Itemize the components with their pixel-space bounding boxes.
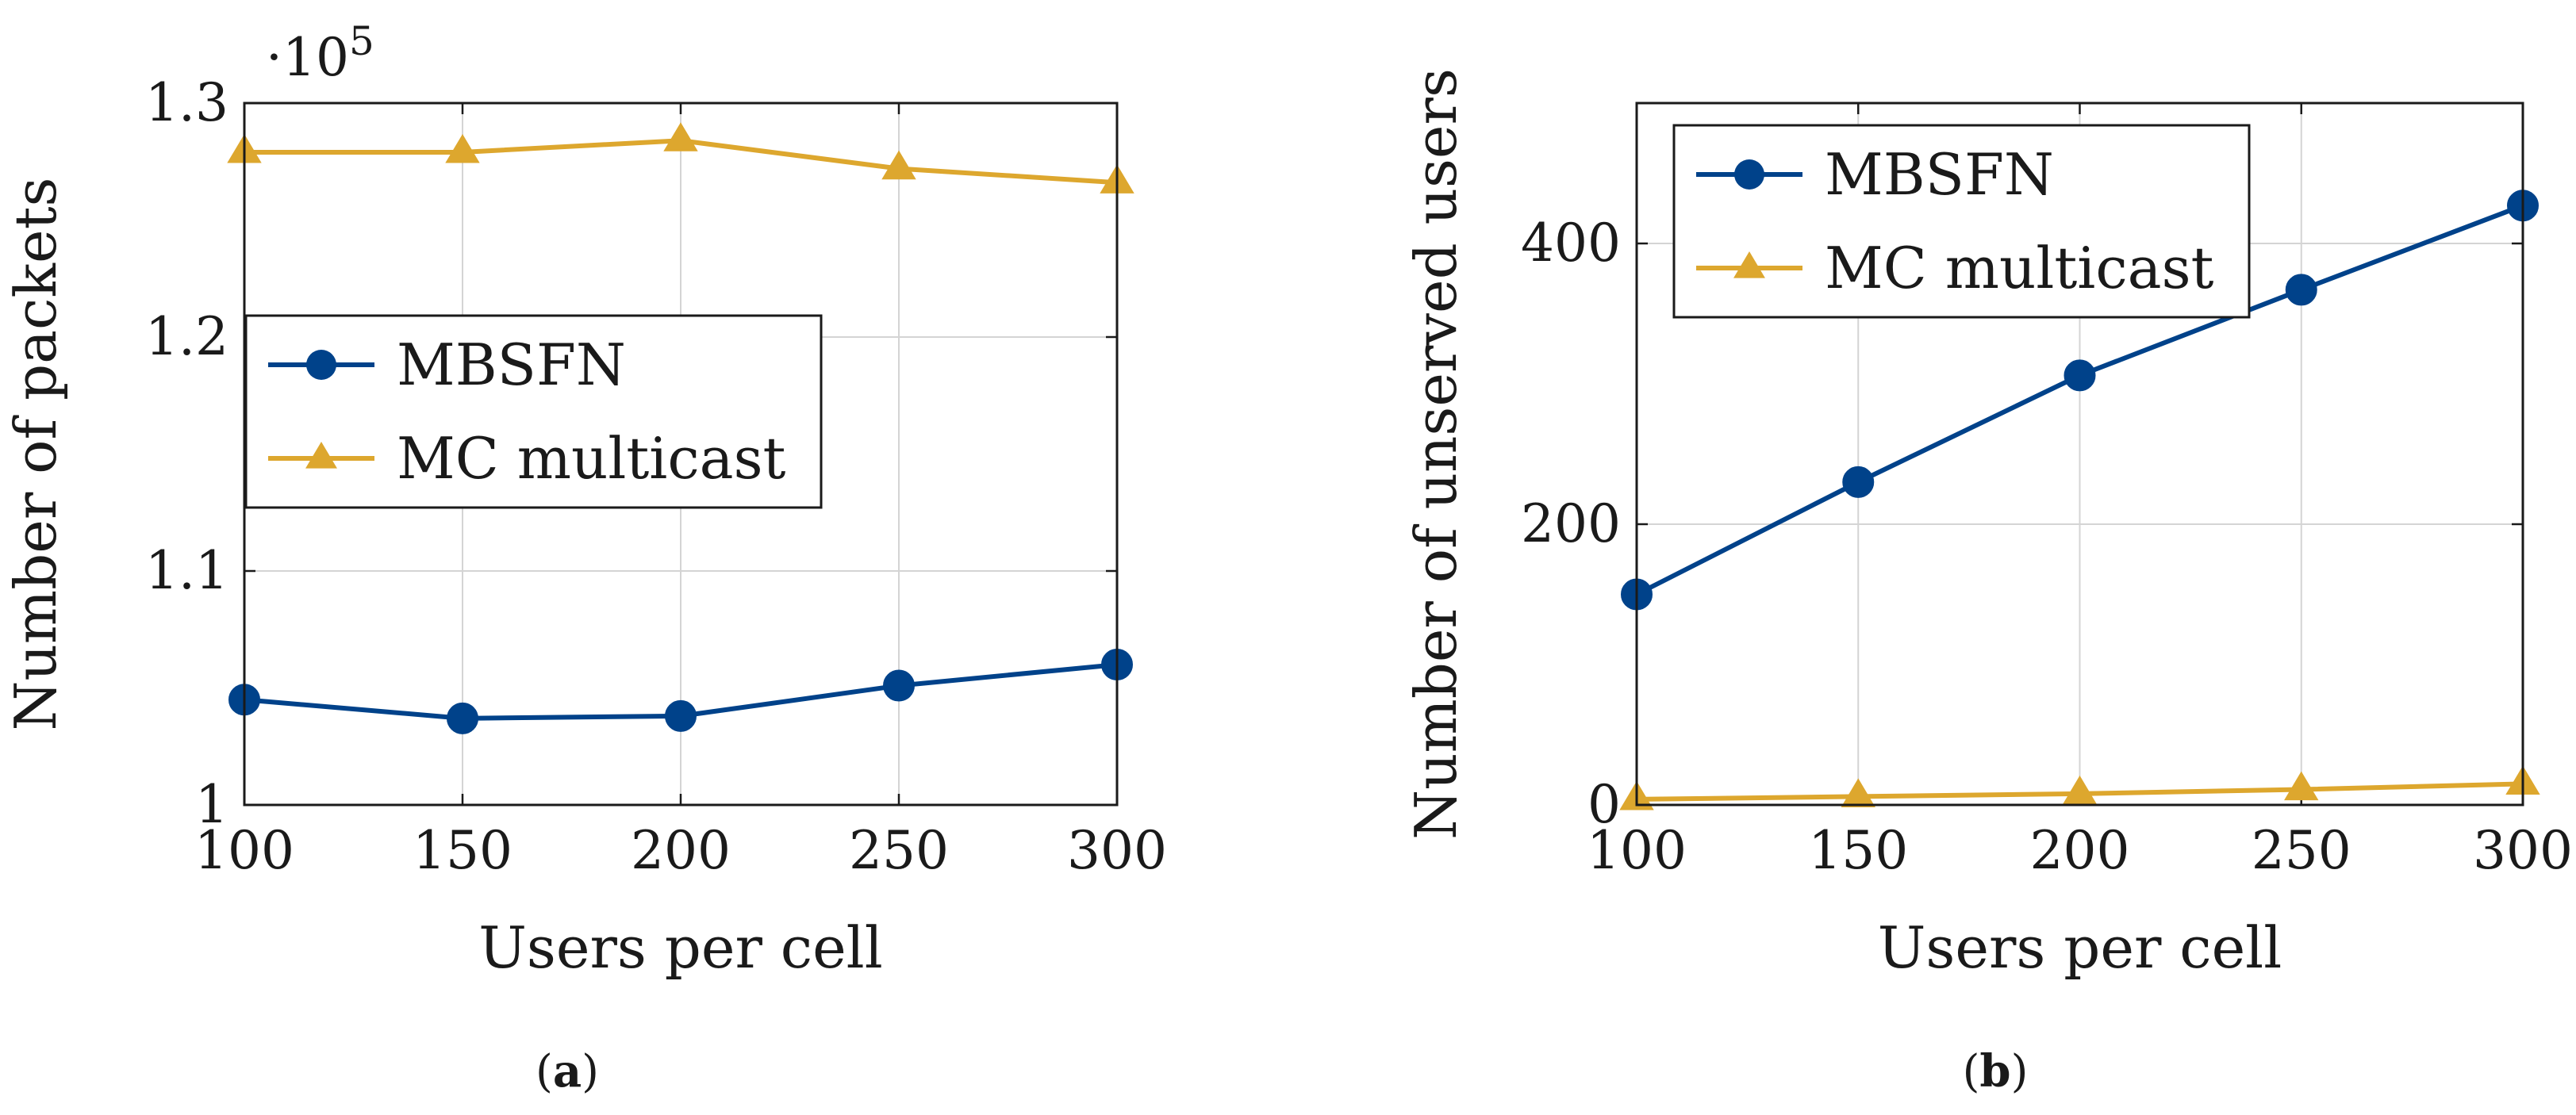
- y-tick-label: 400: [1521, 213, 1621, 274]
- x-tick-label: 100: [1587, 820, 1687, 881]
- data-point-mc-multicast: [2284, 771, 2319, 801]
- x-tick-label: 150: [1808, 820, 1908, 881]
- x-axis-label: Users per cell: [1878, 914, 2282, 981]
- caption-open-paren: (: [1963, 1046, 1980, 1098]
- data-point-mbsfn: [883, 669, 915, 702]
- data-point-mbsfn: [1842, 466, 1875, 498]
- legend: MBSFN MC multicast: [1672, 124, 2251, 319]
- legend-box: [244, 314, 823, 509]
- y-axis-multiplier-exponent: 5: [349, 18, 374, 64]
- data-point-mc-multicast: [881, 150, 916, 180]
- legend-marker-triangle: [305, 442, 337, 469]
- caption: (b): [1963, 1045, 2029, 1098]
- legend: MBSFN MC multicast: [244, 314, 823, 509]
- legend-label: MBSFN: [397, 331, 626, 398]
- x-tick-label: 150: [413, 820, 513, 881]
- caption-letter: b: [1979, 1045, 2010, 1098]
- chart-b: 100 150 200 250 300 0 200 400 Users per cell Numb…: [1403, 68, 2573, 1098]
- x-tick-label: 100: [194, 820, 294, 881]
- y-tick-label: 1.2: [145, 306, 228, 367]
- data-point-mbsfn: [447, 702, 478, 734]
- legend-marker-circle: [306, 350, 336, 380]
- caption-close-paren: ): [2011, 1046, 2029, 1098]
- plot-frame: [1635, 102, 2524, 807]
- x-tick-label: 200: [2030, 820, 2130, 881]
- y-axis-label: Number of unserved users: [1403, 68, 1469, 840]
- y-tick-label: 1: [195, 774, 228, 835]
- y-axis-multiplier: ·105: [266, 18, 374, 88]
- legend-label: MBSFN: [1825, 141, 2054, 208]
- x-tick-label: 300: [1067, 820, 1167, 881]
- x-axis-label: Users per cell: [478, 914, 882, 981]
- y-tick-label: 200: [1521, 493, 1621, 554]
- y-tick-label: 0: [1587, 774, 1621, 835]
- x-tick-label: 200: [631, 820, 731, 881]
- caption: (a): [536, 1045, 599, 1098]
- chart-a: 100 150 200 250 300 1 1.1 1.2 1.3 ·105 Users per c…: [2, 18, 1167, 1098]
- y-axis-label: Number of packets: [2, 178, 69, 731]
- data-point-mc-multicast: [445, 133, 480, 163]
- caption-open-paren: (: [536, 1046, 553, 1098]
- legend-label: MC multicast: [1825, 235, 2214, 301]
- caption-close-paren: ): [582, 1046, 599, 1098]
- y-tick-label: 1.3: [145, 72, 228, 133]
- data-point-mbsfn: [2063, 359, 2096, 392]
- x-tick-label: 250: [849, 820, 949, 881]
- legend-label: MC multicast: [397, 425, 786, 492]
- data-point-mbsfn: [2285, 274, 2317, 306]
- legend-box: [1672, 124, 2251, 319]
- x-tick-label: 300: [2473, 820, 2573, 881]
- y-tick-label: 1.1: [145, 540, 228, 601]
- data-point-mc-multicast: [663, 122, 698, 151]
- legend-marker-triangle: [1733, 251, 1765, 278]
- caption-letter: a: [553, 1045, 582, 1098]
- plot-frame: [243, 102, 1119, 807]
- x-tick-label: 250: [2252, 820, 2351, 881]
- legend-marker-circle: [1734, 159, 1764, 190]
- data-point-mc-multicast: [1841, 778, 1875, 807]
- data-point-mbsfn: [665, 699, 697, 732]
- data-point-mc-multicast: [2062, 775, 2098, 805]
